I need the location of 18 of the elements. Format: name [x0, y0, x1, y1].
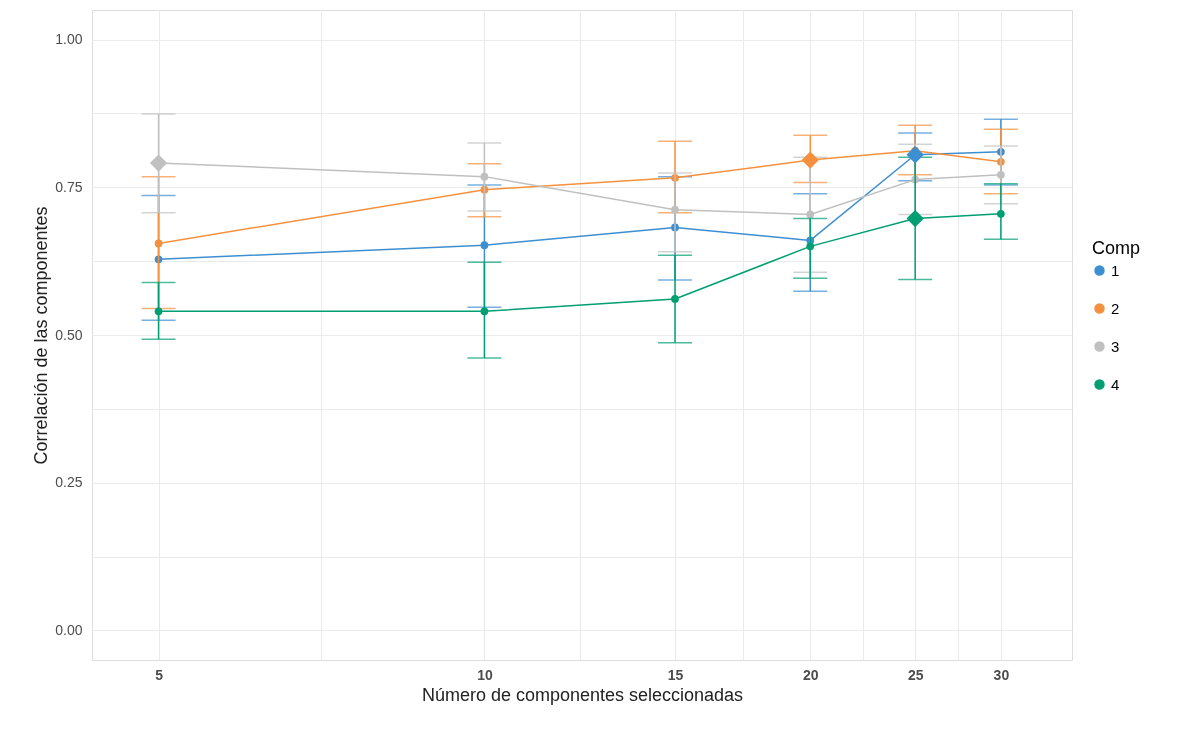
x-tick-label: 20	[802, 666, 819, 683]
x-tick-label: 30	[993, 666, 1010, 683]
y-tick-label: 0.50	[55, 326, 83, 343]
y-axis-title: Correlación de las componentes	[31, 206, 52, 465]
x-tick-label: 10	[477, 666, 493, 683]
legend-label: 4	[1111, 375, 1120, 393]
y-tick-label: 0.00	[55, 621, 83, 638]
legend-label: 1	[1111, 261, 1120, 279]
legend-label: 2	[1111, 299, 1120, 317]
y-tick-label: 1.00	[55, 31, 83, 48]
x-axis-title: Número de componentes seleccionadas	[421, 684, 744, 705]
legend-label: 3	[1111, 337, 1120, 355]
x-tick-label: 25	[907, 666, 924, 683]
legend-title: Comp	[1092, 238, 1141, 258]
x-tick-label: 5	[155, 666, 164, 683]
x-tick-label: 15	[667, 666, 684, 683]
y-tick-label: 0.25	[55, 474, 83, 491]
y-tick-label: 0.75	[55, 178, 83, 195]
